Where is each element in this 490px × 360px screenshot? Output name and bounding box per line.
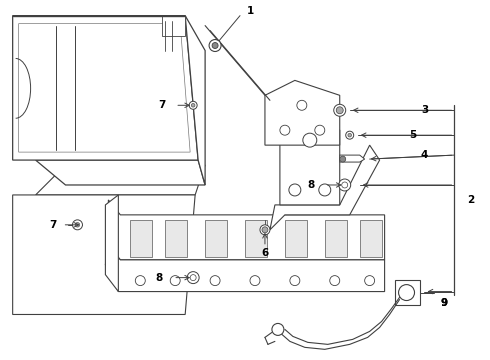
Circle shape [303, 133, 317, 147]
Circle shape [75, 222, 80, 227]
Circle shape [315, 125, 325, 135]
Polygon shape [13, 15, 198, 160]
Circle shape [170, 276, 180, 285]
Text: 2: 2 [467, 195, 474, 205]
Polygon shape [325, 220, 347, 257]
Text: 6: 6 [261, 248, 269, 258]
Text: 4: 4 [421, 150, 428, 160]
Circle shape [342, 182, 348, 188]
Circle shape [209, 40, 221, 51]
Circle shape [192, 103, 195, 107]
Polygon shape [36, 160, 205, 185]
Circle shape [289, 184, 301, 196]
Polygon shape [185, 15, 205, 185]
Polygon shape [130, 220, 152, 257]
Circle shape [336, 107, 343, 114]
Circle shape [398, 285, 415, 301]
Circle shape [190, 275, 196, 280]
Circle shape [135, 276, 145, 285]
Polygon shape [105, 245, 385, 292]
Text: 1: 1 [246, 6, 254, 15]
Polygon shape [270, 145, 380, 230]
Polygon shape [205, 220, 227, 257]
Polygon shape [360, 220, 382, 257]
Circle shape [210, 276, 220, 285]
Circle shape [189, 101, 197, 109]
Polygon shape [285, 220, 307, 257]
Polygon shape [13, 195, 195, 315]
Circle shape [73, 220, 82, 230]
Polygon shape [165, 220, 187, 257]
Text: 9: 9 [441, 297, 448, 307]
Circle shape [290, 276, 300, 285]
Polygon shape [108, 200, 385, 260]
Text: 3: 3 [421, 105, 428, 115]
Circle shape [250, 276, 260, 285]
Circle shape [339, 179, 351, 191]
Circle shape [272, 323, 284, 336]
Polygon shape [265, 80, 340, 145]
Circle shape [187, 272, 199, 284]
Circle shape [280, 125, 290, 135]
Text: 7: 7 [159, 100, 166, 110]
Polygon shape [36, 165, 205, 195]
Circle shape [212, 42, 218, 49]
Circle shape [319, 184, 331, 196]
Polygon shape [245, 220, 267, 257]
Circle shape [330, 276, 340, 285]
Circle shape [346, 131, 354, 139]
Text: 9: 9 [441, 297, 448, 307]
Text: 8: 8 [156, 273, 163, 283]
Circle shape [334, 104, 346, 116]
Polygon shape [19, 24, 190, 152]
Polygon shape [105, 195, 119, 292]
Text: 7: 7 [49, 220, 56, 230]
Circle shape [340, 156, 346, 162]
Text: 8: 8 [307, 180, 315, 190]
Circle shape [348, 134, 351, 137]
Circle shape [297, 100, 307, 110]
Polygon shape [162, 15, 185, 36]
Circle shape [260, 225, 270, 235]
Polygon shape [394, 280, 419, 305]
Text: 5: 5 [409, 130, 416, 140]
Circle shape [262, 227, 268, 233]
Polygon shape [280, 115, 340, 205]
Circle shape [365, 276, 375, 285]
Polygon shape [340, 155, 365, 162]
